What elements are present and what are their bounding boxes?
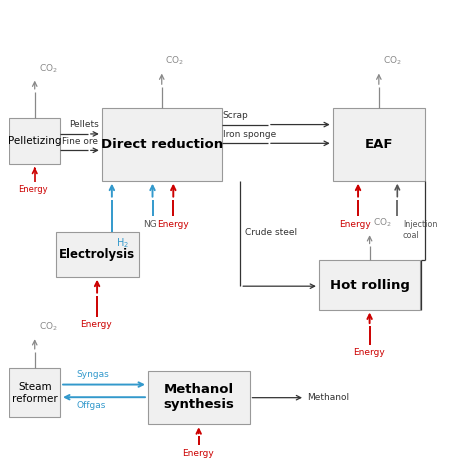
Text: Electrolysis: Electrolysis <box>59 248 135 261</box>
FancyBboxPatch shape <box>9 118 60 164</box>
Text: Energy: Energy <box>80 320 112 329</box>
Text: Crude steel: Crude steel <box>245 228 297 237</box>
Text: Energy: Energy <box>18 185 48 194</box>
Text: Hot rolling: Hot rolling <box>330 279 410 292</box>
Text: Pellets: Pellets <box>69 120 99 129</box>
Text: CO$_2$: CO$_2$ <box>39 320 58 333</box>
FancyBboxPatch shape <box>319 260 420 310</box>
Text: CO$_2$: CO$_2$ <box>165 55 184 67</box>
FancyBboxPatch shape <box>333 108 425 181</box>
Text: NG: NG <box>143 220 157 229</box>
FancyBboxPatch shape <box>55 232 139 277</box>
Text: CO$_2$: CO$_2$ <box>383 55 401 67</box>
FancyBboxPatch shape <box>148 371 249 424</box>
Text: Steam
reformer: Steam reformer <box>12 382 58 403</box>
Text: Energy: Energy <box>353 348 384 357</box>
Text: CO$_2$: CO$_2$ <box>39 63 58 75</box>
Text: H$_2$: H$_2$ <box>117 236 129 250</box>
FancyBboxPatch shape <box>102 108 222 181</box>
Text: Methanol: Methanol <box>307 393 349 402</box>
Text: EAF: EAF <box>365 138 393 151</box>
Text: Offgas: Offgas <box>76 401 106 410</box>
Text: Injection
coal: Injection coal <box>403 220 437 239</box>
Text: Methanol
synthesis: Methanol synthesis <box>163 383 234 411</box>
Text: Iron sponge: Iron sponge <box>223 129 276 138</box>
Text: Energy: Energy <box>339 220 371 229</box>
Text: Fine ore: Fine ore <box>62 137 98 146</box>
Text: Syngas: Syngas <box>76 370 109 379</box>
Text: Energy: Energy <box>157 220 189 229</box>
FancyBboxPatch shape <box>9 368 60 417</box>
Text: Direct reduction: Direct reduction <box>100 138 223 151</box>
Text: Pelletizing: Pelletizing <box>8 136 62 146</box>
Text: CO$_2$: CO$_2$ <box>374 216 392 228</box>
Text: Energy: Energy <box>182 449 214 458</box>
Text: Scrap: Scrap <box>223 111 248 120</box>
